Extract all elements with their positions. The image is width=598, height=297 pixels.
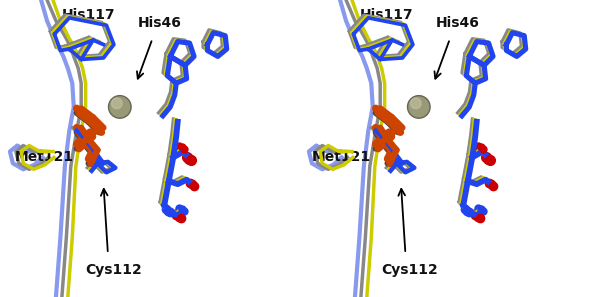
- Text: Met121: Met121: [312, 150, 371, 165]
- Text: Cys112: Cys112: [382, 263, 438, 277]
- Circle shape: [108, 96, 131, 118]
- Text: His46: His46: [138, 16, 182, 30]
- Circle shape: [111, 98, 122, 109]
- Text: Met121: Met121: [14, 150, 74, 165]
- Text: His117: His117: [62, 8, 115, 22]
- Text: His46: His46: [435, 16, 480, 30]
- Circle shape: [407, 96, 430, 118]
- Circle shape: [410, 98, 421, 109]
- Text: Cys112: Cys112: [86, 263, 142, 277]
- Text: His117: His117: [359, 8, 413, 22]
